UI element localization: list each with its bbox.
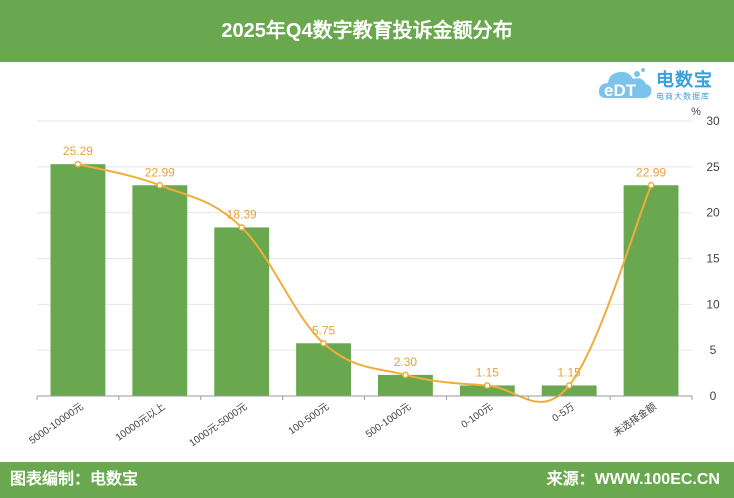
x-tick-label: 10000元以上 (113, 401, 167, 444)
line-point (156, 181, 164, 189)
cloud-logo-icon: eDT (598, 68, 652, 100)
line-point (74, 160, 82, 168)
line-point (483, 382, 491, 389)
data-label: 22.99 (636, 165, 666, 179)
bar (296, 343, 351, 396)
x-tick-label: 未选择金额 (610, 400, 658, 439)
header-bar: 2025年Q4数字教育投诉金额分布 (0, 0, 734, 62)
line-point (238, 224, 246, 231)
y-tick-label: 30 (706, 114, 720, 128)
y-unit-label: % (691, 106, 701, 118)
x-axis: 5000-10000元 10000元以上 1000元-5000元 100-500元 50… (27, 395, 693, 449)
trend-line (74, 160, 655, 403)
data-labels: 25.29 22.99 18.39 5.75 2.30 1.15 1.15 22.99 (63, 144, 666, 379)
line-point (565, 382, 573, 389)
data-label: 25.29 (63, 144, 93, 158)
data-label: 2.30 (394, 355, 418, 369)
chart-title: 2025年Q4数字教育投诉金额分布 (221, 20, 513, 42)
bar (214, 227, 270, 396)
logo: eDT 电数宝 电商大数据库 (596, 64, 726, 106)
footer-credit: 图表编制：电数宝 (10, 471, 139, 488)
logo-name: 电数宝 (656, 70, 713, 90)
y-tick-label: 20 (706, 206, 720, 220)
data-label: 5.75 (312, 323, 336, 337)
y-tick-label: 5 (710, 343, 717, 357)
line-point (320, 339, 327, 347)
data-label: 18.39 (227, 207, 257, 221)
y-tick-label: 15 (706, 252, 720, 266)
y-axis: 0 5 10 15 20 25 30% (691, 106, 720, 403)
data-label: 22.99 (145, 165, 175, 179)
x-tick-label: 500-1000元 (364, 401, 413, 440)
bar (623, 185, 679, 396)
x-tick-label: 0-100元 (460, 401, 495, 430)
bar (50, 164, 106, 396)
bar (541, 385, 597, 396)
bar (378, 374, 433, 396)
y-tick-label: 25 (706, 160, 720, 174)
y-tick-label: 10 (706, 297, 720, 311)
bar (459, 385, 515, 396)
footer-source: 来源：WWW.100EC.CN (546, 471, 720, 488)
x-tick-label: 100-500元 (287, 401, 332, 437)
data-label: 1.15 (558, 365, 582, 379)
logo-mark: eDT (604, 81, 637, 100)
x-tick-label: 1000元-5000元 (188, 401, 250, 449)
x-tick-label: 5000-10000元 (27, 401, 85, 446)
series-line (77, 163, 652, 403)
y-tick-label: 0 (710, 389, 717, 403)
data-label: 1.15 (476, 365, 500, 379)
bar (132, 185, 188, 396)
logo-subtitle: 电商大数据库 (656, 92, 710, 101)
footer-bar: 图表编制：电数宝 来源：WWW.100EC.CN (0, 462, 734, 498)
line-point (402, 371, 409, 379)
bars (50, 164, 679, 396)
x-tick-label: 0-5万 (551, 401, 577, 424)
line-point (647, 181, 655, 189)
